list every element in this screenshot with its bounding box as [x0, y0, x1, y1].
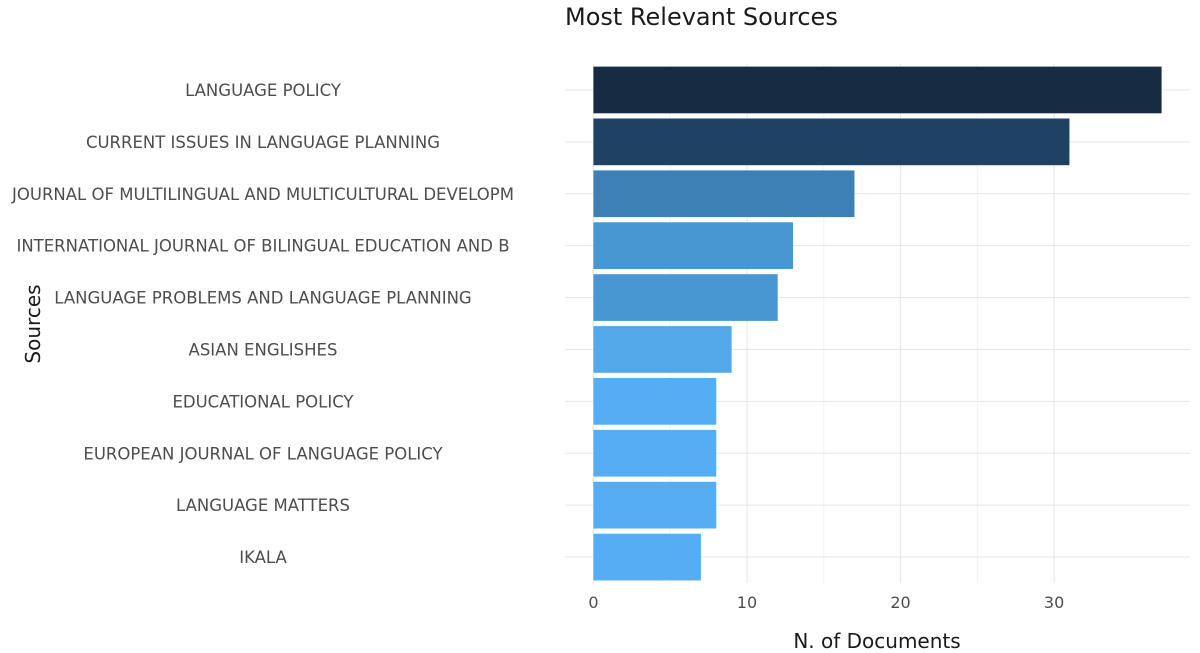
bar	[593, 170, 855, 218]
bar	[593, 326, 732, 373]
category-label: JOURNAL OF MULTILINGUAL AND MULTICULTURA…	[11, 185, 514, 204]
bar	[593, 533, 701, 581]
x-tick-label: 20	[890, 593, 910, 612]
category-label: IKALA	[239, 548, 287, 567]
bar	[593, 118, 1070, 166]
y-axis-title: Sources	[21, 284, 45, 363]
category-label: EUROPEAN JOURNAL OF LANGUAGE POLICY	[83, 444, 443, 463]
category-label: LANGUAGE MATTERS	[176, 496, 350, 515]
category-label: LANGUAGE POLICY	[185, 81, 342, 100]
bar	[593, 222, 794, 270]
x-tick-labels: 0 10 20 30	[588, 593, 1064, 612]
x-tick-label: 30	[1044, 593, 1064, 612]
x-tick-label: 10	[737, 593, 757, 612]
category-labels: LANGUAGE POLICY CURRENT ISSUES IN LANGUAG…	[11, 81, 514, 567]
category-label: EDUCATIONAL POLICY	[172, 392, 354, 411]
bars	[593, 66, 1162, 581]
bar	[593, 274, 778, 321]
category-label: LANGUAGE PROBLEMS AND LANGUAGE PLANNING	[54, 289, 471, 308]
category-label: CURRENT ISSUES IN LANGUAGE PLANNING	[86, 133, 440, 152]
x-axis-title: N. of Documents	[793, 629, 960, 653]
category-label: ASIAN ENGLISHES	[189, 340, 338, 359]
bar	[593, 377, 717, 425]
chart-title: Most Relevant Sources	[565, 3, 838, 31]
category-label: INTERNATIONAL JOURNAL OF BILINGUAL EDUCA…	[16, 237, 509, 256]
bar	[593, 429, 717, 477]
bar	[593, 66, 1162, 114]
bar	[593, 481, 717, 529]
x-tick-label: 0	[588, 593, 598, 612]
